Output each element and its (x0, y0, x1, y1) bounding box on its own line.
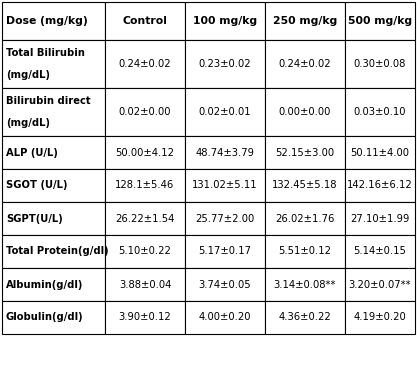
Bar (185, 301, 265, 334)
Bar (105, 301, 185, 334)
Text: 26.22±1.54: 26.22±1.54 (116, 214, 175, 223)
Bar (265, 88, 345, 136)
Bar (185, 235, 265, 268)
Bar (345, 88, 415, 136)
Bar (185, 169, 265, 202)
Bar (105, 40, 185, 88)
Text: 100 mg/kg: 100 mg/kg (193, 16, 257, 26)
Bar (185, 88, 265, 136)
Bar (265, 235, 345, 268)
Bar (265, 169, 345, 202)
Bar (105, 88, 185, 136)
Bar (345, 169, 415, 202)
Bar (105, 202, 185, 235)
Bar (185, 40, 265, 88)
Text: 3.88±0.04: 3.88±0.04 (119, 280, 171, 289)
Bar (105, 268, 185, 301)
Text: 5.51±0.12: 5.51±0.12 (279, 246, 332, 257)
Bar (345, 40, 415, 88)
Text: 0.30±0.08: 0.30±0.08 (354, 59, 406, 69)
Text: 128.1±5.46: 128.1±5.46 (116, 181, 175, 191)
Text: 3.74±0.05: 3.74±0.05 (198, 280, 251, 289)
Text: 4.00±0.20: 4.00±0.20 (199, 312, 251, 323)
Bar (185, 2, 265, 40)
Text: 132.45±5.18: 132.45±5.18 (272, 181, 338, 191)
Text: 0.24±0.02: 0.24±0.02 (119, 59, 171, 69)
Bar (265, 136, 345, 169)
Text: 250 mg/kg: 250 mg/kg (273, 16, 337, 26)
Text: Albumin(g/dl): Albumin(g/dl) (6, 280, 83, 289)
Text: SGOT (U/L): SGOT (U/L) (6, 181, 68, 191)
Text: 5.14±0.15: 5.14±0.15 (354, 246, 407, 257)
Text: ALP (U/L): ALP (U/L) (6, 147, 58, 158)
Text: Total Bilirubin: Total Bilirubin (6, 49, 85, 58)
Text: Bilirubin direct: Bilirubin direct (6, 96, 90, 107)
Bar (2, 40, 105, 88)
Bar (345, 301, 415, 334)
Bar (2, 169, 105, 202)
Bar (2, 268, 105, 301)
Bar (2, 136, 105, 169)
Bar (185, 268, 265, 301)
Text: 50.11±4.00: 50.11±4.00 (351, 147, 409, 158)
Bar (265, 40, 345, 88)
Text: Total Protein(g/dl): Total Protein(g/dl) (6, 246, 108, 257)
Text: 0.02±0.01: 0.02±0.01 (198, 107, 251, 117)
Bar (2, 301, 105, 334)
Text: 0.02±0.00: 0.02±0.00 (119, 107, 171, 117)
Bar (345, 202, 415, 235)
Text: (mg/dL): (mg/dL) (6, 118, 50, 127)
Text: 3.90±0.12: 3.90±0.12 (118, 312, 171, 323)
Bar (2, 88, 105, 136)
Text: 500 mg/kg: 500 mg/kg (348, 16, 412, 26)
Bar (105, 235, 185, 268)
Text: 0.00±0.00: 0.00±0.00 (279, 107, 331, 117)
Text: 0.24±0.02: 0.24±0.02 (279, 59, 332, 69)
Bar (185, 202, 265, 235)
Text: Globulin(g/dl): Globulin(g/dl) (6, 312, 84, 323)
Bar (105, 2, 185, 40)
Bar (345, 268, 415, 301)
Bar (265, 301, 345, 334)
Text: (mg/dL): (mg/dL) (6, 70, 50, 80)
Bar (105, 136, 185, 169)
Text: 25.77±2.00: 25.77±2.00 (196, 214, 255, 223)
Text: 142.16±6.12: 142.16±6.12 (347, 181, 413, 191)
Text: 3.20±0.07**: 3.20±0.07** (349, 280, 411, 289)
Text: 5.10±0.22: 5.10±0.22 (118, 246, 171, 257)
Bar (345, 136, 415, 169)
Text: 26.02±1.76: 26.02±1.76 (275, 214, 335, 223)
Text: 50.00±4.12: 50.00±4.12 (116, 147, 174, 158)
Text: 131.02±5.11: 131.02±5.11 (192, 181, 258, 191)
Text: 27.10±1.99: 27.10±1.99 (350, 214, 409, 223)
Bar (2, 2, 105, 40)
Text: 4.36±0.22: 4.36±0.22 (279, 312, 332, 323)
Text: Dose (mg/kg): Dose (mg/kg) (6, 16, 88, 26)
Text: 4.19±0.20: 4.19±0.20 (354, 312, 407, 323)
Bar (2, 202, 105, 235)
Text: 5.17±0.17: 5.17±0.17 (198, 246, 251, 257)
Bar (265, 268, 345, 301)
Bar (105, 169, 185, 202)
Text: Control: Control (123, 16, 168, 26)
Text: 0.03±0.10: 0.03±0.10 (354, 107, 406, 117)
Bar (265, 202, 345, 235)
Text: 48.74±3.79: 48.74±3.79 (196, 147, 254, 158)
Bar (345, 235, 415, 268)
Bar (2, 235, 105, 268)
Text: 52.15±3.00: 52.15±3.00 (276, 147, 334, 158)
Text: 3.14±0.08**: 3.14±0.08** (274, 280, 336, 289)
Text: SGPT(U/L): SGPT(U/L) (6, 214, 63, 223)
Bar (345, 2, 415, 40)
Bar (185, 136, 265, 169)
Bar (265, 2, 345, 40)
Text: 0.23±0.02: 0.23±0.02 (198, 59, 251, 69)
